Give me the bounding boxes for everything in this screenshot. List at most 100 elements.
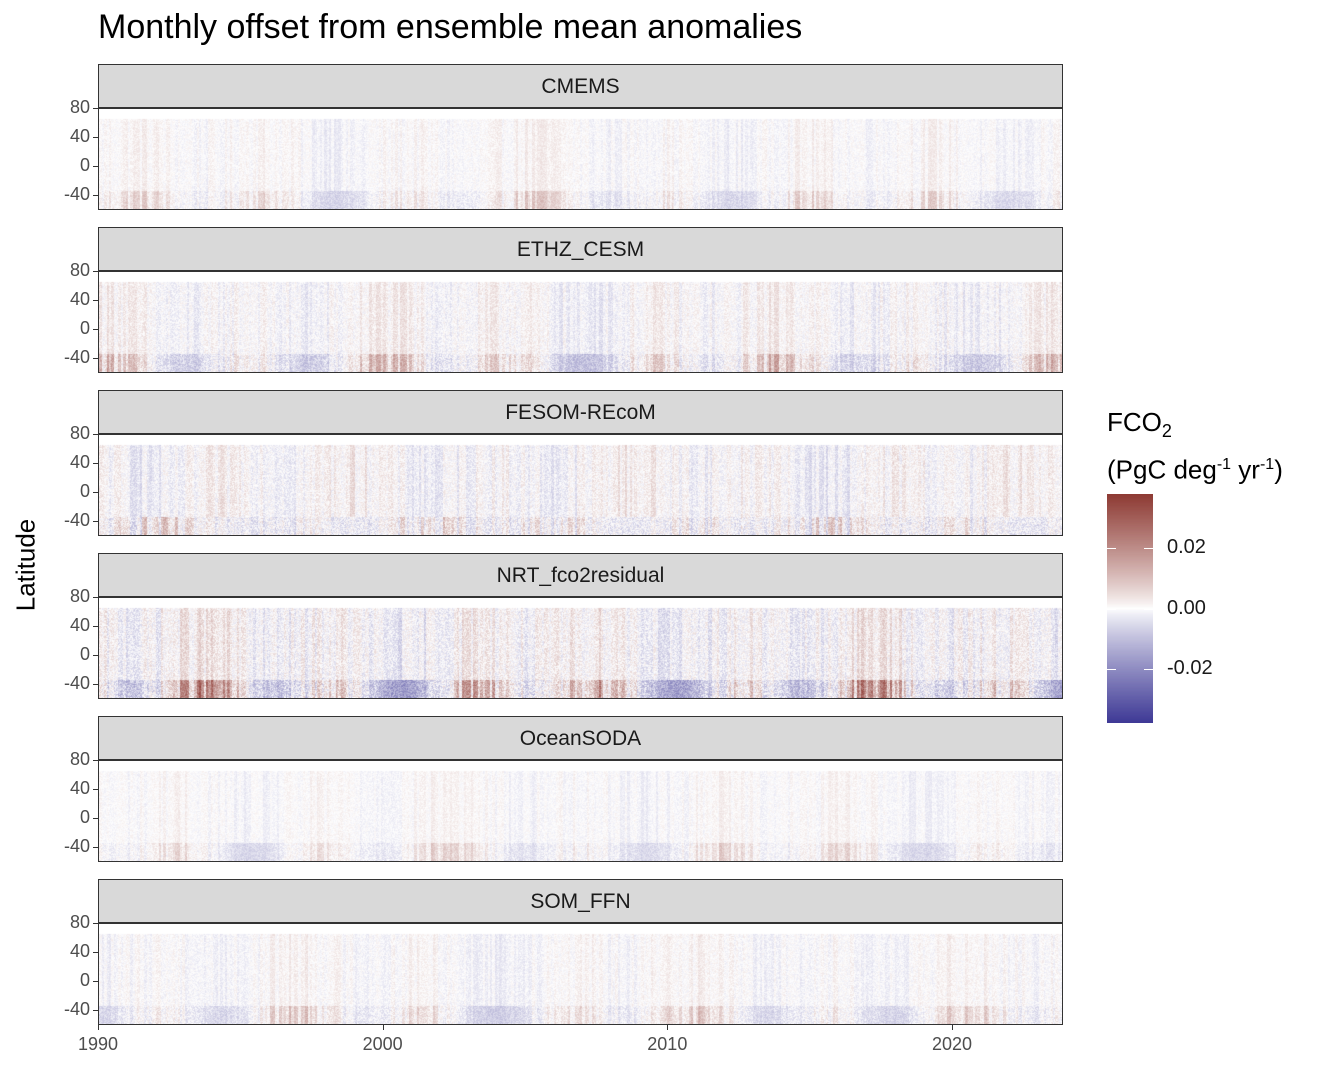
y-tick-label: 0 bbox=[79, 481, 90, 502]
y-tick-label: 0 bbox=[79, 807, 90, 828]
facet-cmems: CMEMS bbox=[98, 64, 1063, 210]
legend-units-suffix: ) bbox=[1274, 454, 1283, 485]
legend-title: FCO2 (PgC deg-1 yr-1) bbox=[1107, 405, 1283, 487]
x-tick-label: 2000 bbox=[362, 1034, 403, 1054]
y-tick-mark bbox=[93, 434, 98, 435]
y-tick-label: 80 bbox=[69, 586, 90, 606]
facet-strip: SOM_FFN bbox=[98, 879, 1063, 923]
y-tick-label: 40 bbox=[69, 615, 90, 636]
heatmap-cells bbox=[99, 761, 1062, 861]
y-tick-label: 80 bbox=[69, 97, 90, 117]
y-tick-label: 0 bbox=[79, 318, 90, 339]
facet-strip: CMEMS bbox=[98, 64, 1063, 108]
facet-oceansoda: OceanSODA bbox=[98, 716, 1063, 862]
y-tick-mark bbox=[93, 760, 98, 761]
facet-fesom-recom: FESOM-REcoM bbox=[98, 390, 1063, 536]
y-tick-mark bbox=[93, 166, 98, 168]
y-tick-mark bbox=[93, 626, 98, 628]
legend-tick-mark bbox=[1107, 668, 1116, 670]
facet-strip: FESOM-REcoM bbox=[98, 390, 1063, 434]
facet-strip: ETHZ_CESM bbox=[98, 227, 1063, 271]
heatmap-panel bbox=[98, 923, 1063, 1025]
y-tick-mark bbox=[93, 597, 98, 598]
y-tick-label: 0 bbox=[79, 970, 90, 991]
y-tick-mark bbox=[93, 492, 98, 494]
y-tick-label: 80 bbox=[69, 749, 90, 769]
y-tick-mark bbox=[93, 463, 98, 465]
x-tick-label: 2020 bbox=[931, 1034, 972, 1054]
facet-label: FESOM-REcoM bbox=[505, 401, 656, 424]
heatmap-panel bbox=[98, 108, 1063, 210]
heatmap-cells bbox=[99, 435, 1062, 535]
legend-units-mid: yr bbox=[1231, 454, 1260, 485]
y-tick-label: 80 bbox=[69, 260, 90, 280]
legend-tick-mark bbox=[1144, 608, 1153, 610]
y-tick-mark bbox=[93, 981, 98, 983]
facet-label: NRT_fco2residual bbox=[496, 564, 665, 587]
y-tick-label: 0 bbox=[79, 155, 90, 176]
legend-title-subscript: 2 bbox=[1161, 421, 1172, 442]
x-tick-mark bbox=[951, 1025, 953, 1030]
y-tick-label: -40 bbox=[63, 347, 90, 368]
y-tick-label: -40 bbox=[63, 184, 90, 205]
heatmap-panel bbox=[98, 271, 1063, 373]
facet-label: ETHZ_CESM bbox=[516, 238, 645, 261]
y-tick-label: 40 bbox=[69, 452, 90, 473]
y-tick-mark bbox=[93, 655, 98, 657]
y-tick-label: -40 bbox=[63, 836, 90, 857]
y-tick-mark bbox=[93, 329, 98, 331]
x-tick-label: 2010 bbox=[647, 1034, 688, 1054]
y-tick-mark bbox=[93, 952, 98, 954]
y-tick-label: 80 bbox=[69, 423, 90, 443]
y-tick-mark bbox=[93, 847, 98, 849]
heatmap-cells bbox=[99, 109, 1062, 209]
x-tick-mark bbox=[667, 1025, 669, 1030]
y-tick-mark bbox=[93, 195, 98, 197]
y-tick-mark bbox=[93, 137, 98, 139]
legend-tick-mark bbox=[1107, 608, 1116, 610]
heatmap-cells bbox=[99, 924, 1062, 1024]
facet-strip: OceanSODA bbox=[98, 716, 1063, 760]
y-tick-label: 40 bbox=[69, 126, 90, 147]
y-tick-mark bbox=[93, 358, 98, 360]
x-tick-mark bbox=[382, 1025, 384, 1030]
legend-tick-label: 0.00 bbox=[1167, 596, 1206, 619]
y-tick-label: 40 bbox=[69, 778, 90, 799]
y-tick-mark bbox=[93, 923, 98, 924]
y-tick-mark bbox=[93, 684, 98, 686]
y-tick-label: -40 bbox=[63, 999, 90, 1020]
legend-title-main: FCO bbox=[1107, 407, 1162, 437]
y-tick-mark bbox=[93, 818, 98, 820]
y-tick-mark bbox=[93, 108, 98, 109]
legend-units-sup2: -1 bbox=[1259, 456, 1275, 474]
y-tick-mark bbox=[93, 789, 98, 791]
facet-label: OceanSODA bbox=[519, 727, 642, 750]
y-tick-label: 40 bbox=[69, 289, 90, 310]
facet-ethz_cesm: ETHZ_CESM bbox=[98, 227, 1063, 373]
legend-tick-mark bbox=[1144, 668, 1153, 670]
x-tick-mark bbox=[98, 1025, 99, 1030]
heatmap-cells bbox=[99, 598, 1062, 698]
legend-units-prefix: (PgC deg bbox=[1107, 454, 1217, 485]
facet-label: SOM_FFN bbox=[530, 890, 631, 913]
x-tick-label: 1990 bbox=[77, 1034, 119, 1054]
facet-som_ffn: SOM_FFN bbox=[98, 879, 1063, 1025]
y-tick-label: 0 bbox=[79, 644, 90, 665]
heatmap-panel bbox=[98, 434, 1063, 536]
legend-tick-label: -0.02 bbox=[1167, 656, 1213, 679]
legend-units-sup1: -1 bbox=[1216, 456, 1232, 474]
legend-tick-label: 0.02 bbox=[1167, 536, 1206, 559]
heatmap-panel bbox=[98, 597, 1063, 699]
y-tick-label: 40 bbox=[69, 941, 90, 962]
facet-label: CMEMS bbox=[541, 75, 620, 98]
y-tick-mark bbox=[93, 300, 98, 302]
heatmap-panel bbox=[98, 760, 1063, 862]
facet-nrt_fco2residual: NRT_fco2residual bbox=[98, 553, 1063, 699]
y-tick-mark bbox=[93, 1010, 98, 1012]
facet-strip: NRT_fco2residual bbox=[98, 553, 1063, 597]
y-tick-mark bbox=[93, 271, 98, 272]
legend-tick-mark bbox=[1144, 548, 1153, 550]
legend-tick-mark bbox=[1107, 548, 1116, 550]
y-tick-label: -40 bbox=[63, 510, 90, 531]
y-tick-label: -40 bbox=[63, 673, 90, 694]
